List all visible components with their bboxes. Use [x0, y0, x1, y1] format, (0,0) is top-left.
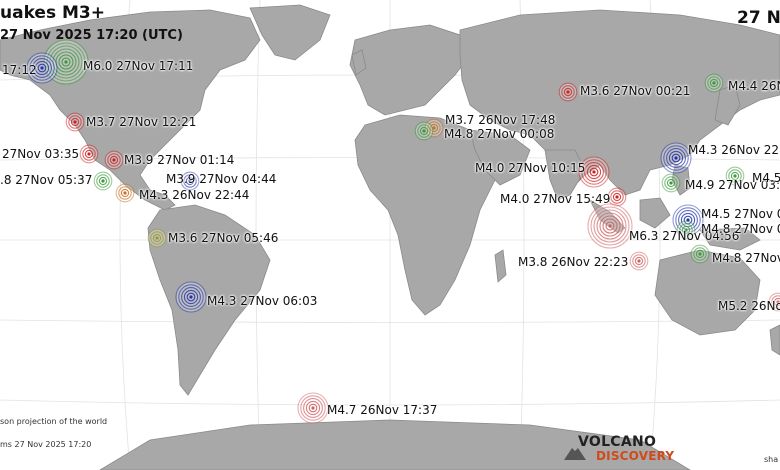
volcano-icon — [564, 448, 586, 460]
north-america — [0, 9, 261, 211]
quake-label-q26[interactable]: M5.2 26Nov — [718, 299, 780, 313]
quake-marker-q14[interactable] — [558, 82, 578, 102]
borneo — [639, 197, 671, 229]
quake-label-q13[interactable]: M4.8 27Nov 00:08 — [444, 127, 555, 141]
map-subtitle: 27 Nov 2025 17:20 (UTC) — [0, 28, 183, 43]
timestamp-note: ms 27 Nov 2025 17:20 — [0, 440, 92, 449]
quake-label-q5[interactable]: M3.9 27Nov 01:14 — [124, 153, 235, 167]
quake-label-q21[interactable]: M4.9 27Nov 03: — [685, 178, 780, 192]
quake-label-q23[interactable]: M4.5 27Nov 0 — [701, 207, 780, 221]
quake-marker-q4[interactable] — [79, 144, 99, 164]
landmasses — [0, 4, 780, 470]
quake-marker-q26[interactable] — [768, 292, 780, 312]
quake-label-q12[interactable]: M3.7 26Nov 17:48 — [445, 113, 556, 127]
asia — [459, 9, 780, 196]
quake-label-q9[interactable]: M3.6 27Nov 05:46 — [168, 231, 279, 245]
quake-label-q14[interactable]: M3.6 27Nov 00:21 — [580, 84, 691, 98]
british-isles — [351, 49, 367, 76]
logo-top-text: VOLCANO — [578, 434, 657, 450]
quake-marker-q16[interactable] — [578, 156, 610, 188]
quake-marker-q10[interactable] — [175, 281, 207, 313]
quake-marker-q6[interactable] — [93, 171, 113, 191]
quake-marker-q24[interactable] — [676, 220, 696, 240]
arabia — [469, 129, 531, 186]
quake-marker-q17[interactable] — [607, 187, 627, 207]
quake-label-q7[interactable]: M3.9 27Nov 04:44 — [166, 172, 277, 186]
south-america — [147, 204, 271, 396]
quake-label-q18[interactable]: M6.3 27Nov 04:56 — [629, 229, 740, 243]
quake-marker-q25[interactable] — [690, 244, 710, 264]
quake-marker-q9[interactable] — [147, 228, 167, 248]
new-zealand — [769, 324, 780, 356]
quake-label-q10[interactable]: M4.3 27Nov 06:03 — [207, 294, 318, 308]
quake-marker-q18[interactable] — [587, 203, 633, 249]
quake-marker-q21[interactable] — [661, 173, 681, 193]
quake-marker-q2[interactable] — [26, 52, 58, 84]
quake-marker-q20[interactable] — [660, 142, 692, 174]
quake-label-q22[interactable]: M4.5 — [752, 171, 780, 185]
quake-label-q15[interactable]: M4.4 26N — [728, 79, 780, 93]
india — [544, 149, 586, 201]
greenland — [249, 4, 331, 61]
quake-markers — [26, 39, 780, 424]
quake-marker-q7[interactable] — [180, 171, 200, 191]
quake-label-q4[interactable]: 27Nov 03:35 — [2, 147, 80, 161]
quake-marker-q11[interactable] — [297, 392, 329, 424]
quake-marker-q19[interactable] — [629, 251, 649, 271]
quake-label-q6[interactable]: .8 27Nov 05:37 — [0, 173, 93, 187]
quake-label-q24[interactable]: M4.8 27Nov 0 — [701, 222, 780, 236]
projection-note: son projection of the world — [0, 417, 108, 426]
australia — [654, 249, 761, 336]
quake-label-q2[interactable]: 17:12 — [2, 63, 37, 77]
new-guinea — [699, 227, 761, 251]
quake-marker-q8[interactable] — [115, 183, 135, 203]
quake-marker-q22[interactable] — [725, 166, 745, 186]
logo-bottom-text: DISCOVERY — [596, 449, 675, 463]
quake-label-q11[interactable]: M4.7 26Nov 17:37 — [327, 403, 438, 417]
madagascar — [494, 249, 507, 283]
quake-label-q3[interactable]: M3.7 27Nov 12:21 — [86, 115, 197, 129]
volcano-discovery-logo[interactable]: VOLCANO DISCOVERY — [564, 434, 678, 466]
quake-label-q17[interactable]: M4.0 27Nov 15:49 — [500, 192, 611, 206]
europe — [349, 24, 471, 116]
date-corner: 27 N — [737, 8, 780, 28]
quake-label-q20[interactable]: M4.3 26Nov 22 — [688, 143, 780, 157]
map-title: uakes M3+ — [0, 3, 105, 23]
quake-marker-q15[interactable] — [704, 73, 724, 93]
quake-label-q25[interactable]: M4.8 27Nov — [712, 251, 780, 265]
quake-marker-q1[interactable] — [43, 39, 89, 85]
quake-label-q19[interactable]: M3.8 26Nov 22:23 — [518, 255, 629, 269]
corner-text: sha — [764, 455, 779, 464]
quake-label-q16[interactable]: M4.0 27Nov 10:15 — [475, 161, 586, 175]
antarctica — [99, 419, 691, 470]
quake-marker-q13[interactable] — [414, 121, 434, 141]
quake-label-q8[interactable]: M4.3 26Nov 22:44 — [139, 188, 250, 202]
quake-marker-q5[interactable] — [104, 150, 124, 170]
quake-marker-q3[interactable] — [65, 112, 85, 132]
quake-label-q1[interactable]: M6.0 27Nov 17:11 — [83, 59, 194, 73]
japan — [714, 84, 741, 126]
